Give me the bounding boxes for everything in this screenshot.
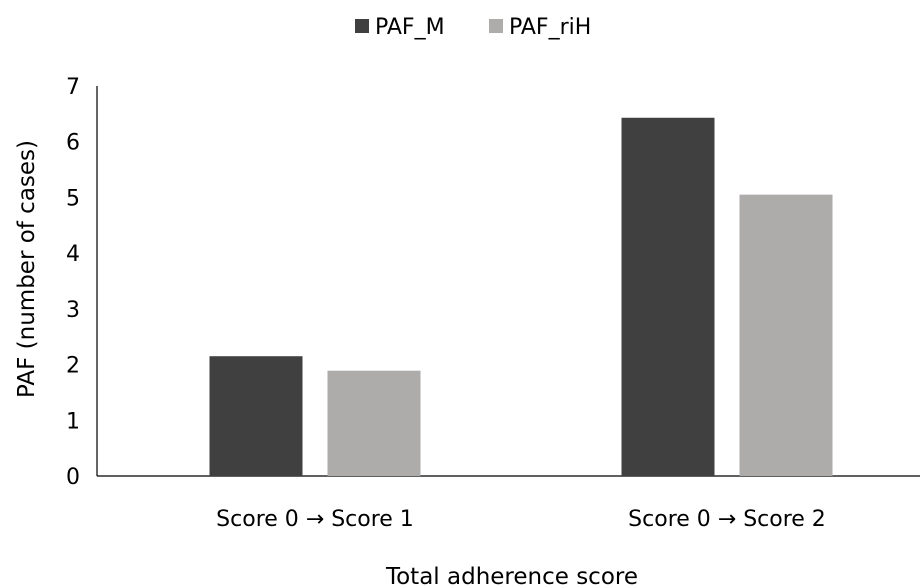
x-category-label: Score 0 → Score 2 <box>628 507 826 532</box>
x-category-label: Score 0 → Score 1 <box>216 507 414 532</box>
legend-swatch-paf-rih <box>489 19 503 33</box>
y-tick-label: 6 <box>66 131 80 156</box>
bar-paf-m-1 <box>209 356 303 476</box>
y-axis-ticks: 0 1 2 3 4 5 6 7 <box>66 75 80 490</box>
bars <box>209 117 833 476</box>
bar-paf-rih-1 <box>327 370 421 476</box>
x-axis-title: Total adherence score <box>385 564 638 586</box>
bar-paf-m-2 <box>621 117 715 476</box>
legend-label: PAF_riH <box>509 15 591 40</box>
y-tick-label: 5 <box>66 186 80 211</box>
bar-paf-rih-2 <box>739 194 833 476</box>
legend-label: PAF_M <box>375 15 445 40</box>
y-tick-label: 4 <box>66 242 80 267</box>
y-tick-label: 3 <box>66 298 80 323</box>
legend-swatch-paf-m <box>355 19 369 33</box>
y-tick-label: 7 <box>66 75 80 100</box>
y-axis-title: PAF (number of cases) <box>14 140 40 398</box>
y-tick-label: 1 <box>66 409 80 434</box>
x-axis-categories: Score 0 → Score 1 Score 0 → Score 2 <box>216 507 826 532</box>
y-tick-label: 0 <box>66 465 80 490</box>
y-tick-label: 2 <box>66 354 80 379</box>
legend: PAF_M PAF_riH <box>355 15 591 40</box>
